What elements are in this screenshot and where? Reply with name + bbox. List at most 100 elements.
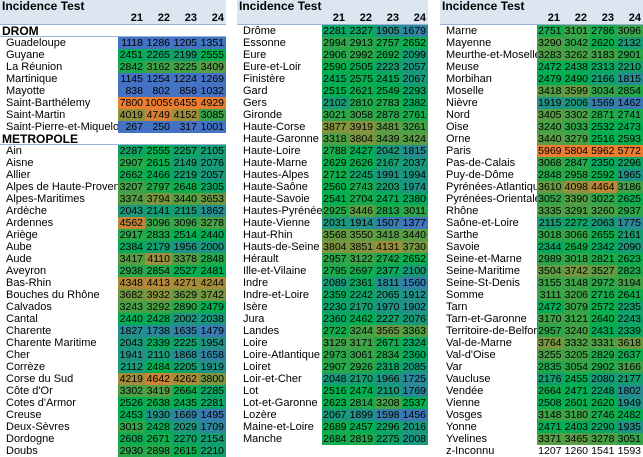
value-cell[interactable]: 1862 bbox=[199, 205, 226, 217]
value-cell[interactable]: 3129 bbox=[322, 337, 349, 349]
column-header[interactable]: 22 bbox=[359, 12, 372, 24]
value-cell[interactable]: 1868 bbox=[172, 349, 199, 361]
value-cell[interactable]: 2973 bbox=[322, 349, 349, 361]
value-cell[interactable]: 3599 bbox=[563, 85, 590, 97]
value-cell[interactable]: 2110 bbox=[145, 349, 172, 361]
row-label[interactable]: Lozère bbox=[243, 409, 277, 421]
value-cell[interactable]: 2067 bbox=[401, 73, 428, 85]
row-label[interactable]: Mayotte bbox=[6, 85, 46, 97]
row-label[interactable]: Yonne bbox=[446, 421, 477, 433]
row-label[interactable]: Loir-et-Cher bbox=[243, 373, 302, 385]
value-cell[interactable]: 3440 bbox=[537, 133, 564, 145]
value-cell[interactable]: 1815 bbox=[616, 73, 643, 85]
value-cell[interactable]: 3260 bbox=[590, 205, 617, 217]
value-cell[interactable]: 2293 bbox=[401, 85, 428, 97]
value-cell[interactable]: 2360 bbox=[322, 313, 349, 325]
row-label[interactable]: Pas-de-Calais bbox=[446, 157, 516, 169]
value-cell[interactable]: 3243 bbox=[118, 301, 145, 313]
row-label[interactable]: Loiret bbox=[243, 361, 271, 373]
row-label[interactable]: Eure-et-Loir bbox=[243, 61, 302, 73]
value-cell[interactable]: 1769 bbox=[401, 385, 428, 397]
value-cell[interactable]: 1145 bbox=[118, 73, 145, 85]
value-cell[interactable]: 3851 bbox=[348, 241, 375, 253]
value-cell[interactable]: 1286 bbox=[145, 37, 172, 49]
value-cell[interactable]: 2833 bbox=[145, 229, 172, 241]
value-cell[interactable]: 2270 bbox=[172, 433, 199, 445]
value-cell[interactable]: 3096 bbox=[172, 217, 199, 229]
value-cell[interactable]: 4262 bbox=[172, 373, 199, 385]
value-cell[interactable]: 3183 bbox=[590, 49, 617, 61]
value-cell[interactable]: 2457 bbox=[348, 421, 375, 433]
value-cell[interactable]: 2823 bbox=[616, 265, 643, 277]
value-cell[interactable]: 2972 bbox=[590, 277, 617, 289]
value-cell[interactable]: 1669 bbox=[172, 409, 199, 421]
row-label[interactable]: Charente Maritime bbox=[6, 337, 97, 349]
row-label[interactable]: Haute-Savoie bbox=[243, 193, 310, 205]
value-cell[interactable]: 1254 bbox=[145, 73, 172, 85]
value-cell[interactable]: 2313 bbox=[590, 61, 617, 73]
value-cell[interactable]: 3240 bbox=[563, 325, 590, 337]
value-cell[interactable]: 2593 bbox=[616, 133, 643, 145]
value-cell[interactable]: 2471 bbox=[375, 193, 402, 205]
value-cell[interactable]: 2471 bbox=[537, 421, 564, 433]
value-cell[interactable]: 2099 bbox=[401, 49, 428, 61]
value-cell[interactable]: 2514 bbox=[172, 229, 199, 241]
value-cell[interactable]: 3054 bbox=[563, 361, 590, 373]
row-label[interactable]: Rhône bbox=[446, 205, 479, 217]
value-cell[interactable]: 2697 bbox=[348, 265, 375, 277]
value-cell[interactable]: 250 bbox=[145, 121, 172, 133]
value-cell[interactable]: 3682 bbox=[118, 289, 145, 301]
value-cell[interactable]: 2057 bbox=[401, 61, 428, 73]
value-cell[interactable]: 3206 bbox=[563, 289, 590, 301]
value-cell[interactable]: 3405 bbox=[537, 109, 564, 121]
value-cell[interactable]: 1569 bbox=[590, 97, 617, 109]
value-cell[interactable]: 1956 bbox=[172, 241, 199, 253]
value-cell[interactable]: 3318 bbox=[322, 133, 349, 145]
row-label[interactable]: Doubs bbox=[6, 445, 38, 457]
value-cell[interactable]: 3794 bbox=[145, 193, 172, 205]
value-cell[interactable]: 2305 bbox=[199, 181, 226, 193]
value-cell[interactable]: 3225 bbox=[172, 61, 199, 73]
row-label[interactable]: Indre-et-Loire bbox=[243, 289, 310, 301]
row-label[interactable]: Allier bbox=[6, 169, 31, 181]
row-label[interactable]: Ardennes bbox=[6, 217, 54, 229]
value-cell[interactable]: 2427 bbox=[348, 145, 375, 157]
value-cell[interactable]: 2065 bbox=[375, 289, 402, 301]
value-cell[interactable]: 3742 bbox=[563, 265, 590, 277]
value-cell[interactable]: 2505 bbox=[348, 61, 375, 73]
value-cell[interactable]: 2473 bbox=[616, 121, 643, 133]
row-label[interactable]: Alpes-Maritimes bbox=[6, 193, 85, 205]
value-cell[interactable]: 1815 bbox=[401, 145, 428, 157]
row-label[interactable]: Manche bbox=[243, 433, 283, 445]
value-cell[interactable]: 1560 bbox=[401, 277, 428, 289]
value-cell[interactable]: 2664 bbox=[172, 385, 199, 397]
value-cell[interactable]: 2360 bbox=[401, 349, 428, 361]
value-cell[interactable]: 2085 bbox=[401, 361, 428, 373]
value-cell[interactable]: 1658 bbox=[199, 349, 226, 361]
value-cell[interactable]: 2751 bbox=[537, 25, 564, 37]
row-label[interactable]: Dordogne bbox=[6, 433, 55, 445]
value-cell[interactable]: 2377 bbox=[375, 265, 402, 277]
value-cell[interactable]: 2455 bbox=[563, 373, 590, 385]
value-cell[interactable]: 1495 bbox=[199, 409, 226, 421]
row-label[interactable]: Calvados bbox=[6, 301, 52, 313]
row-label[interactable]: Vienne bbox=[446, 397, 481, 409]
value-cell[interactable]: 3121 bbox=[563, 313, 590, 325]
value-cell[interactable]: 3162 bbox=[145, 61, 172, 73]
value-cell[interactable]: 2508 bbox=[537, 397, 564, 409]
value-cell[interactable]: 2296 bbox=[616, 157, 643, 169]
value-cell[interactable]: 2712 bbox=[322, 169, 349, 181]
value-cell[interactable]: 3042 bbox=[563, 37, 590, 49]
row-label[interactable]: Corse du Sud bbox=[6, 373, 74, 385]
value-cell[interactable]: 3021 bbox=[322, 109, 349, 121]
value-cell[interactable]: 2359 bbox=[322, 289, 349, 301]
value-cell[interactable]: 3378 bbox=[172, 253, 199, 265]
value-cell[interactable]: 3166 bbox=[616, 361, 643, 373]
value-cell[interactable]: 2342 bbox=[590, 241, 617, 253]
value-cell[interactable]: 1919 bbox=[537, 97, 564, 109]
value-cell[interactable]: 2149 bbox=[172, 157, 199, 169]
row-label[interactable]: Seine-St-Denis bbox=[446, 277, 520, 289]
value-cell[interactable]: 2089 bbox=[322, 277, 349, 289]
value-cell[interactable]: 3424 bbox=[401, 133, 428, 145]
value-cell[interactable]: 1914 bbox=[348, 217, 375, 229]
